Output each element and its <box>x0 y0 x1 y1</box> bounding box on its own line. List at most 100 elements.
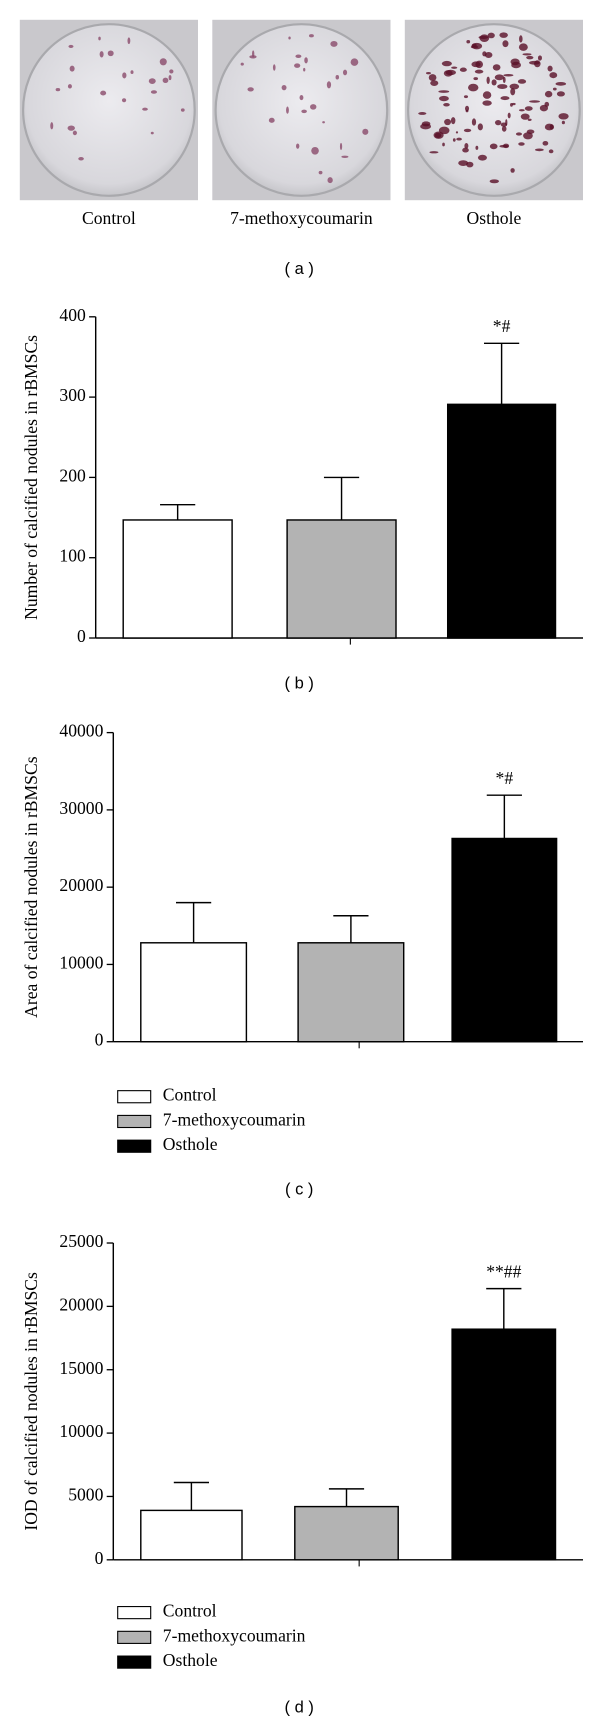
stain <box>544 123 554 131</box>
legend-label: Osthole <box>163 1650 218 1670</box>
stain <box>441 60 452 67</box>
stain <box>544 101 550 107</box>
y-tick-label: 15000 <box>59 1358 103 1378</box>
stain <box>50 122 54 130</box>
legend-label: 7-methoxycoumarin <box>163 1625 306 1645</box>
stain <box>507 112 511 119</box>
legend-label: Control <box>163 1085 217 1105</box>
y-tick-label: 30000 <box>59 798 103 818</box>
y-tick-label: 0 <box>95 1548 104 1568</box>
stain <box>501 126 507 132</box>
bar <box>446 403 557 639</box>
stain <box>268 117 275 123</box>
stain <box>555 82 567 86</box>
legend-swatch <box>117 1606 152 1620</box>
stain <box>484 52 493 59</box>
stain <box>465 109 469 113</box>
y-tick-label: 0 <box>95 1030 104 1050</box>
stain <box>517 79 527 84</box>
stain <box>318 170 323 175</box>
photo-label: 7-methoxycoumarin <box>230 208 373 228</box>
stain <box>462 147 469 153</box>
photo-label: Control <box>82 208 136 228</box>
stain <box>519 35 523 43</box>
stain <box>309 34 314 38</box>
stain <box>443 102 450 107</box>
stain <box>527 118 532 121</box>
stain <box>341 155 349 158</box>
stain <box>497 84 508 90</box>
stain <box>67 125 75 131</box>
y-tick-label: 300 <box>59 385 86 405</box>
stain <box>534 148 544 152</box>
y-tick-label: 10000 <box>59 952 103 972</box>
stain <box>326 81 332 89</box>
stain <box>98 36 101 41</box>
stain <box>78 157 84 161</box>
stain <box>443 70 453 77</box>
stain <box>489 143 498 150</box>
stain <box>148 78 156 84</box>
bar <box>294 1505 399 1561</box>
stain <box>322 121 325 124</box>
stain <box>68 44 74 48</box>
y-tick-label: 400 <box>59 305 86 325</box>
stain <box>430 80 439 86</box>
stain <box>468 83 479 92</box>
stain <box>350 58 359 66</box>
bar <box>451 837 558 1043</box>
stain <box>72 130 78 136</box>
caption: ( d ) <box>285 1699 314 1717</box>
stain <box>286 106 289 114</box>
stain <box>503 73 514 77</box>
stain <box>529 100 541 103</box>
stain <box>463 95 469 99</box>
stain <box>458 160 469 166</box>
stain <box>420 123 432 130</box>
annotation: *# <box>493 316 511 336</box>
y-tick-label: 5000 <box>68 1484 103 1504</box>
stain <box>450 117 456 125</box>
stain <box>142 107 148 111</box>
legend-label: Osthole <box>163 1134 218 1154</box>
stain <box>549 72 558 79</box>
stain <box>518 43 528 51</box>
stain <box>418 112 427 115</box>
stain <box>444 118 452 126</box>
stain <box>301 109 307 114</box>
caption: ( a ) <box>285 260 314 278</box>
stain <box>295 54 302 58</box>
stain <box>542 140 549 146</box>
stain <box>310 104 317 110</box>
bar <box>140 942 248 1043</box>
stain <box>452 138 456 142</box>
stain <box>518 142 525 146</box>
stain <box>428 74 437 81</box>
stain <box>272 64 276 71</box>
y-tick-label: 100 <box>59 546 86 566</box>
y-axis-label: Area of calcified nodules in rBMSCs <box>21 756 41 1018</box>
stain <box>523 132 533 140</box>
stain <box>519 109 525 112</box>
stain <box>548 149 554 154</box>
stain <box>168 75 172 81</box>
stain <box>311 146 319 155</box>
stain <box>335 75 340 80</box>
stain <box>477 154 487 161</box>
stain <box>487 32 495 39</box>
y-axis-label: IOD of calcified nodules in rBMSCs <box>21 1272 41 1531</box>
stain <box>464 142 469 149</box>
stain <box>465 105 470 112</box>
stain <box>526 55 534 60</box>
caption: ( b ) <box>285 675 314 693</box>
stain <box>122 72 127 79</box>
stain <box>471 118 477 126</box>
stain <box>509 83 520 90</box>
stain <box>529 60 540 65</box>
y-tick-label: 40000 <box>59 721 103 741</box>
stain <box>438 90 450 93</box>
stain <box>339 142 343 151</box>
stain <box>537 55 542 61</box>
stain <box>556 91 565 97</box>
stain <box>510 88 516 96</box>
